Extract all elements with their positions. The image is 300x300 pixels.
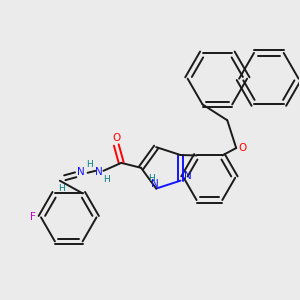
Text: N: N bbox=[94, 167, 102, 177]
Text: N: N bbox=[151, 178, 159, 189]
Text: H: H bbox=[58, 184, 65, 193]
Text: N: N bbox=[184, 171, 191, 181]
Text: F: F bbox=[30, 212, 36, 222]
Text: O: O bbox=[112, 133, 120, 143]
Text: H: H bbox=[86, 160, 93, 169]
Text: N: N bbox=[77, 167, 85, 177]
Text: H: H bbox=[103, 175, 110, 184]
Text: H: H bbox=[148, 174, 154, 183]
Text: O: O bbox=[238, 143, 246, 153]
